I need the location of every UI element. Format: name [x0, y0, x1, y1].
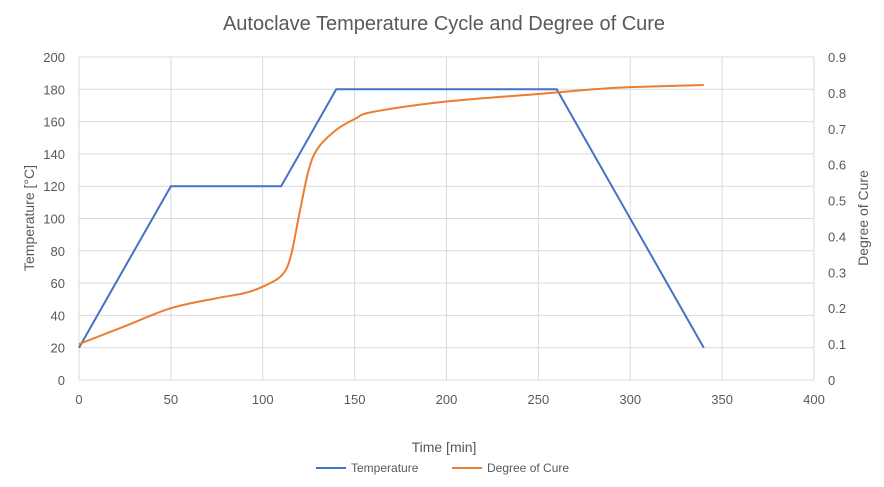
y-tick-label: 40: [51, 308, 65, 323]
x-tick-label: 200: [436, 392, 458, 407]
y2-axis-label: Degree of Cure: [855, 170, 871, 266]
y2-tick-label: 0: [828, 373, 835, 388]
x-tick-label: 100: [252, 392, 274, 407]
x-tick-label: 50: [164, 392, 178, 407]
x-axis-label: Time [min]: [412, 439, 477, 455]
y2-tick-label: 0.5: [828, 194, 846, 209]
y2-tick-label: 0.7: [828, 122, 846, 137]
x-tick-label: 350: [711, 392, 733, 407]
y-tick-label: 80: [51, 244, 65, 259]
y-tick-label: 0: [58, 373, 65, 388]
chart-title: Autoclave Temperature Cycle and Degree o…: [223, 13, 665, 35]
y-tick-label: 60: [51, 276, 65, 291]
x-tick-label: 150: [344, 392, 366, 407]
x-tick-label: 400: [803, 392, 825, 407]
x-tick-label: 300: [619, 392, 641, 407]
y-tick-label: 180: [43, 82, 65, 97]
y-tick-label: 100: [43, 212, 65, 227]
y2-tick-label: 0.9: [828, 50, 846, 65]
y2-tick-label: 0.1: [828, 337, 846, 352]
y-tick-label: 160: [43, 115, 65, 130]
series-line-temperature: [78, 88, 705, 349]
y2-tick-label: 0.3: [828, 265, 846, 280]
x-tick-label: 250: [528, 392, 550, 407]
x-tick-label: 0: [75, 392, 82, 407]
legend-label: Temperature: [351, 461, 419, 475]
y2-tick-label: 0.4: [828, 229, 846, 244]
y-tick-label: 20: [51, 341, 65, 356]
y2-tick-label: 0.2: [828, 301, 846, 316]
series-line-degree-of-cure: [78, 83, 704, 346]
y2-tick-label: 0.8: [828, 86, 846, 101]
y-axis-label: Temperature [°C]: [21, 165, 37, 271]
y2-tick-label: 0.6: [828, 158, 846, 173]
y-tick-label: 120: [43, 179, 65, 194]
y-tick-label: 140: [43, 147, 65, 162]
y-tick-label: 200: [43, 50, 65, 65]
legend-label: Degree of Cure: [487, 461, 569, 475]
